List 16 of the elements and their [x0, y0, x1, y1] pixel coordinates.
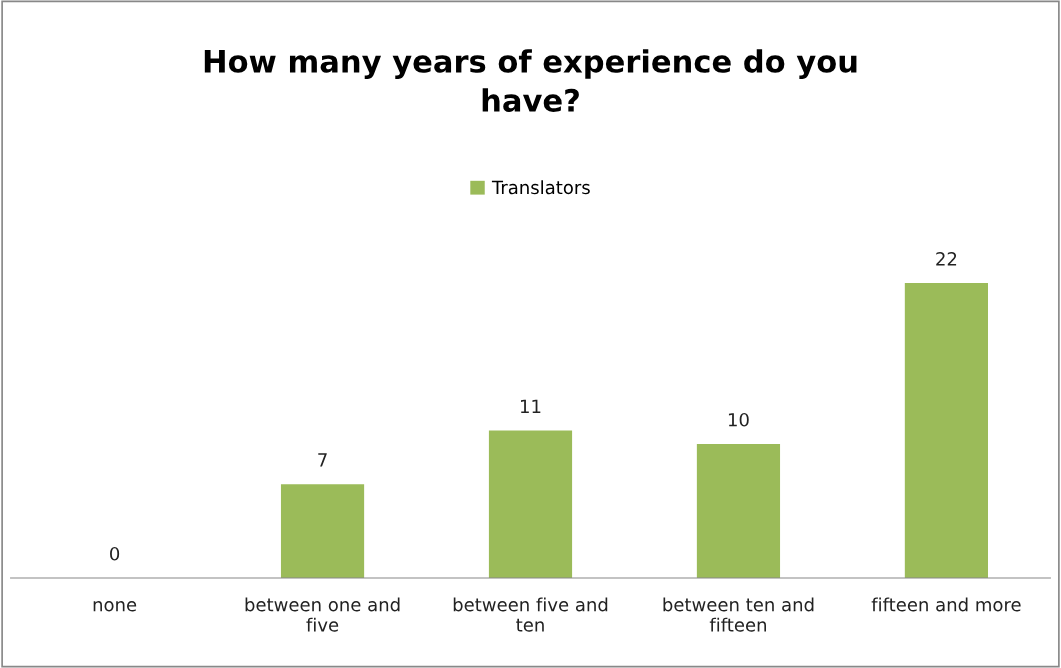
bar — [488, 430, 573, 578]
x-tick-label: between one and five — [245, 597, 400, 632]
data-label: 0 — [110, 546, 120, 561]
bar — [280, 484, 365, 578]
data-label: 11 — [521, 399, 541, 413]
data-label: 7 — [318, 453, 327, 467]
data-label: 22 — [936, 252, 957, 266]
x-tick-label: between five and ten — [453, 597, 608, 632]
x-tick-label: between ten and fifteen — [663, 597, 814, 632]
legend-label: Translators — [491, 180, 590, 195]
chart-title: How many years of experience do you have? — [204, 49, 857, 112]
x-tick-label: none — [93, 601, 137, 612]
x-tick-label: fifteen and more — [871, 597, 1021, 612]
bar — [904, 283, 988, 578]
bar — [696, 443, 781, 578]
data-label: 10 — [728, 412, 749, 427]
